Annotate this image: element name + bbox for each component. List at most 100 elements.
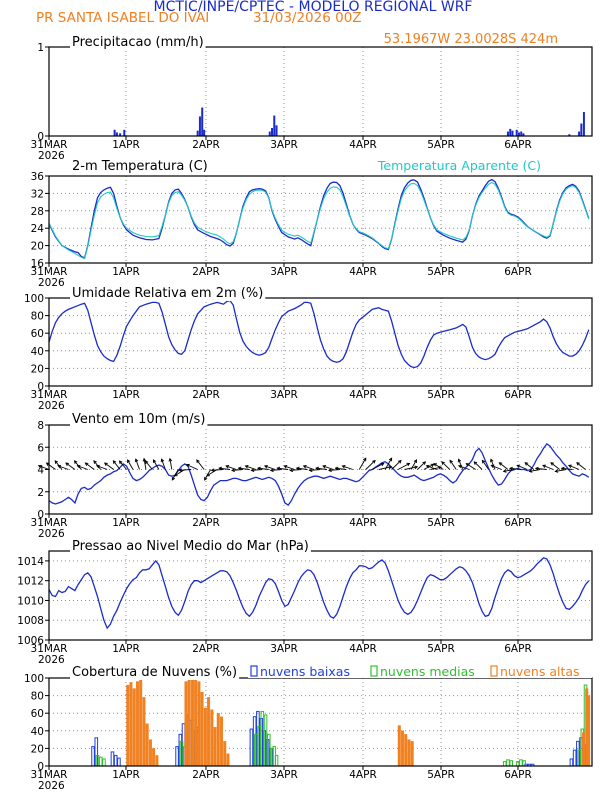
wind-arrow: [441, 461, 451, 470]
x-tick-label: 6APR: [504, 266, 532, 278]
precip-bar: [568, 134, 571, 136]
precip-bar: [520, 131, 523, 136]
cloud-bar-nuvens-altas: [223, 741, 227, 767]
cloud-bar-nuvens-altas: [155, 755, 159, 767]
y-tick-label: 60: [31, 328, 44, 340]
wind-arrow-head: [341, 464, 346, 469]
wind-arrow-head: [225, 464, 230, 469]
wind-arrow: [257, 467, 269, 470]
panel-title: 2-m Temperatura (C): [72, 159, 208, 174]
wind-arrow: [482, 460, 489, 470]
x-tick-label: 1APR: [112, 769, 140, 781]
precip-bar: [198, 116, 201, 136]
x-axis-year: 2026: [38, 150, 65, 162]
wind-arrow-head: [269, 468, 274, 473]
x-tick-label: 6APR: [504, 139, 532, 151]
panel-title: Umidade Relativa em 2m (%): [72, 286, 263, 301]
wind-arrow: [153, 459, 160, 470]
wind-arrow: [303, 465, 315, 470]
wind-arrow-head: [490, 464, 495, 468]
precip-bar: [511, 130, 514, 136]
precip-bar: [196, 130, 199, 136]
wind-arrow-head: [327, 468, 332, 473]
wind-arrow-head: [93, 460, 97, 464]
wind-arrow-head: [218, 466, 223, 471]
cloud-bar-nuvens-altas: [207, 697, 211, 767]
wind-arrow: [576, 462, 586, 470]
cloud-bar-nuvens-altas: [200, 691, 204, 767]
cloud-bar-nuvens-altas: [404, 734, 408, 767]
wind-arrow-head: [414, 465, 419, 470]
wind-arrow: [264, 465, 276, 470]
wind-arrow-head: [315, 466, 320, 471]
wind-arrow-head: [576, 462, 580, 466]
apparent-temp-legend: Temperatura Aparente (C): [377, 158, 541, 173]
wind-arrow: [466, 463, 476, 470]
cloud-bar-nuvens-altas: [397, 725, 401, 767]
wind-arrow-head: [196, 459, 200, 464]
wind-arrow: [57, 465, 69, 470]
panel-title-bg: [70, 539, 311, 554]
wind-arrow: [219, 467, 231, 470]
cloud-legend-label: nuvens medias: [380, 664, 475, 679]
x-tick-label: 4APR: [349, 769, 377, 781]
wind-arrow-head: [560, 466, 565, 471]
wind-arrow: [206, 469, 218, 477]
y-tick-label: 24: [31, 223, 45, 235]
wind-arrow: [186, 464, 198, 470]
wind-arrow: [315, 467, 328, 470]
wind-arrow: [550, 462, 560, 470]
wind-arrow-head: [524, 462, 529, 466]
cloud-legend-swatch: [370, 665, 378, 677]
panel-title-bg: [70, 35, 206, 50]
y-tick-label: 1008: [17, 615, 44, 627]
wind-arrow: [322, 465, 334, 470]
wind-arrow-head: [54, 460, 59, 464]
wind-arrow-head: [76, 464, 81, 469]
cloud-bar-nuvens-altas: [197, 681, 201, 767]
y-tick-label: 4: [37, 465, 44, 477]
wind-arrow-head: [84, 462, 89, 466]
wind-arrow: [161, 459, 166, 470]
wind-arrow: [524, 462, 535, 470]
y-tick-label: 32: [31, 188, 44, 200]
wind-arrow-head: [256, 466, 261, 471]
precip-bar: [582, 111, 585, 136]
wind-arrow: [358, 458, 367, 470]
station-coordinates: 53.1967W 23.0028S 424m: [384, 32, 558, 47]
wind-arrow-head: [554, 469, 559, 473]
wind-arrow: [225, 465, 237, 470]
x-tick-label: 1APR: [112, 389, 140, 401]
wind-arrow: [335, 467, 347, 470]
precip-bar: [275, 125, 278, 136]
wind-arrow-head: [568, 464, 572, 468]
cloud-bar-nuvens-altas: [410, 741, 414, 767]
x-tick-label: 6APR: [504, 769, 532, 781]
wind-arrow: [568, 464, 580, 470]
cloud-bar-nuvens-altas: [587, 695, 591, 767]
x-tick-label: 2APR: [192, 769, 220, 781]
wind-arrow-head: [397, 459, 402, 464]
wind-arrow: [342, 465, 353, 470]
wind-arrow-head: [171, 476, 176, 481]
x-tick-label: 2APR: [192, 139, 220, 151]
x-tick-label: 4APR: [349, 517, 377, 529]
wind-arrow: [179, 469, 192, 471]
wind-arrow-head: [168, 457, 173, 462]
cloud-bar-nuvens-altas: [203, 707, 207, 767]
wind-arrow-head: [380, 462, 385, 467]
y-tick-label: 0: [37, 381, 44, 393]
x-tick-label: 5APR: [427, 389, 455, 401]
wind-arrow-head: [465, 463, 470, 467]
series-line-cyan: [48, 181, 590, 260]
chart-main-title: MCTIC/INPE/CPTEC - MODELO REGIONAL WRF: [154, 0, 473, 15]
wind-arrow-head: [550, 462, 555, 466]
x-tick-label: 1APR: [112, 643, 140, 655]
wind-arrow-head: [160, 458, 165, 463]
x-tick-label: 6APR: [504, 643, 532, 655]
x-tick-label: 2APR: [192, 643, 220, 655]
x-tick-label: 6APR: [504, 517, 532, 529]
wind-arrow-head: [308, 468, 313, 473]
cloud-bar-nuvens-altas: [139, 679, 143, 767]
